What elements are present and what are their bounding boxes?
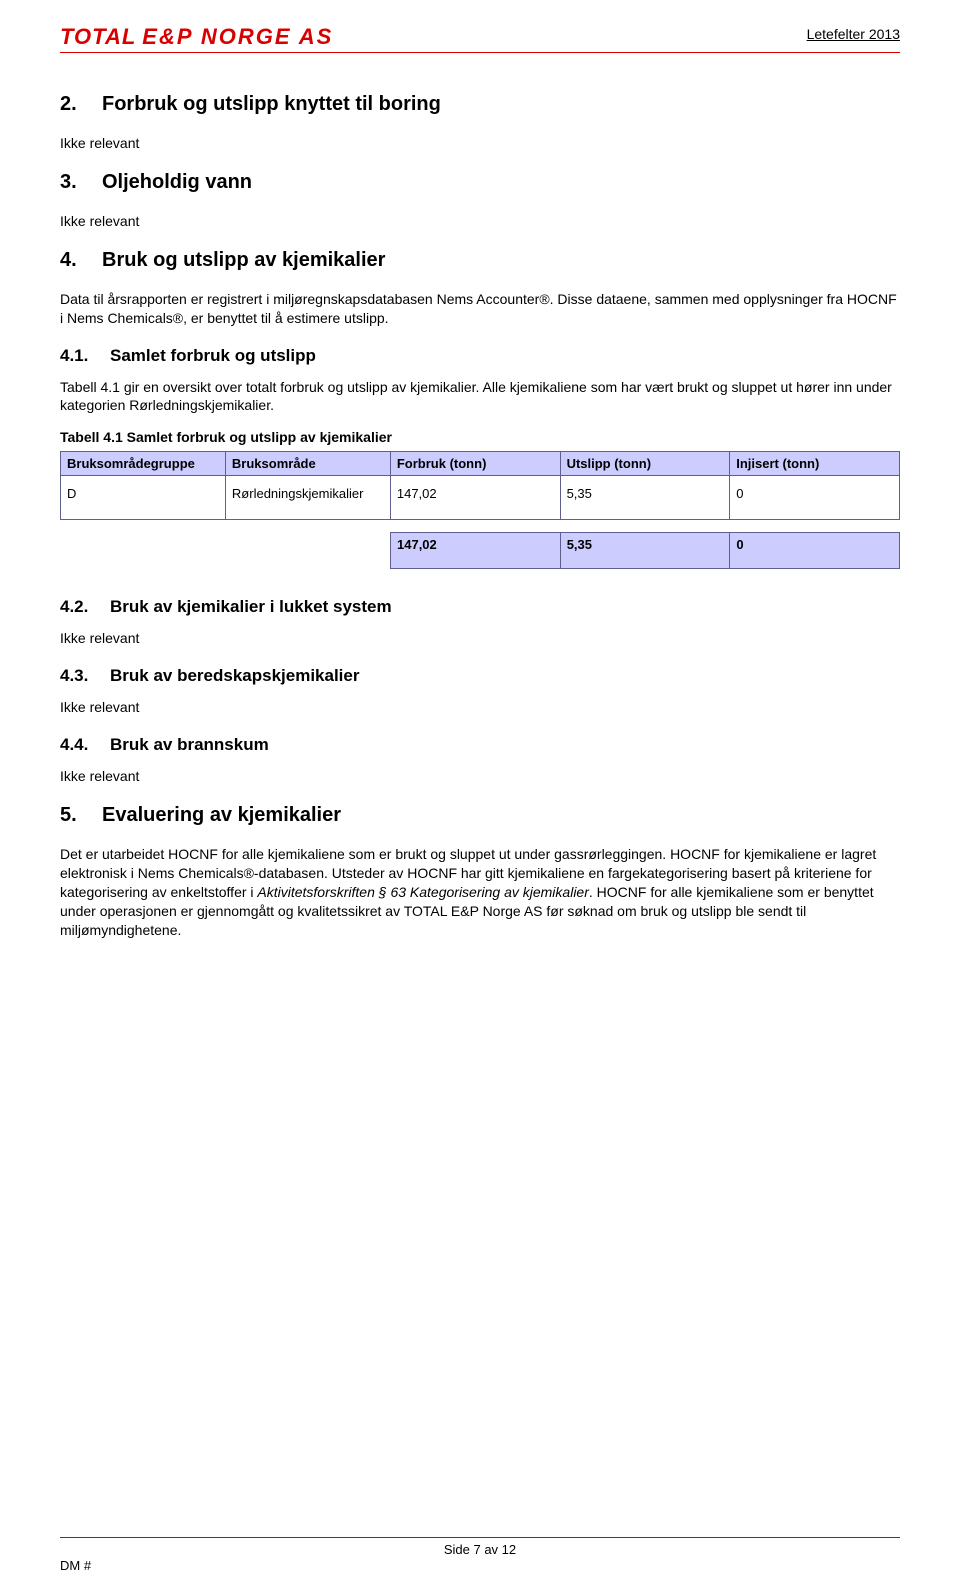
section-42-num: 4.2. xyxy=(60,597,110,617)
table-col-1: Bruksområdegruppe xyxy=(61,452,226,476)
table-col-4: Utslipp (tonn) xyxy=(560,452,730,476)
section-2-title: Forbruk og utslipp knyttet til boring xyxy=(102,93,441,115)
section-41-p1: Tabell 4.1 gir en oversikt over totalt f… xyxy=(60,378,900,416)
page-header: TOTAL E&P NORGE AS Letefelter 2013 xyxy=(60,24,900,53)
section-41-num: 4.1. xyxy=(60,346,110,366)
table-col-2: Bruksområde xyxy=(225,452,390,476)
section-44-heading: 4.4.Bruk av brannskum xyxy=(60,735,900,755)
section-42-title: Bruk av kjemikalier i lukket system xyxy=(110,597,392,616)
section-4-intro: Data til årsrapporten er registrert i mi… xyxy=(60,290,900,328)
section-44-note: Ikke relevant xyxy=(60,767,900,786)
cell-c5: 0 xyxy=(730,476,900,520)
section-43-note: Ikke relevant xyxy=(60,698,900,717)
section-2-num: 2. xyxy=(60,93,102,116)
section-4-num: 4. xyxy=(60,249,102,272)
section-44-title: Bruk av brannskum xyxy=(110,735,269,754)
section-43-heading: 4.3.Bruk av beredskapskjemikalier xyxy=(60,666,900,686)
table-col-5: Injisert (tonn) xyxy=(730,452,900,476)
company-logo: TOTAL E&P NORGE AS xyxy=(60,24,333,50)
section-5-p1: Det er utarbeidet HOCNF for alle kjemika… xyxy=(60,845,900,939)
section-41-heading: 4.1.Samlet forbruk og utslipp xyxy=(60,346,900,366)
section-5-heading: 5.Evaluering av kjemikalier xyxy=(60,804,900,827)
section-42-note: Ikke relevant xyxy=(60,629,900,648)
section-2-heading: 2.Forbruk og utslipp knyttet til boring xyxy=(60,93,900,116)
table-41: Bruksområdegruppe Bruksområde Forbruk (t… xyxy=(60,451,900,520)
section-5-title: Evaluering av kjemikalier xyxy=(102,804,341,826)
table-total-row: 147,02 5,35 0 xyxy=(391,533,900,569)
section-43-title: Bruk av beredskapskjemikalier xyxy=(110,666,359,685)
cell-c2: Rørledningskjemikalier xyxy=(225,476,390,520)
cell-c4: 5,35 xyxy=(560,476,730,520)
section-5-p1-italic: Aktivitetsforskriften § 63 Kategoriserin… xyxy=(257,884,588,900)
header-right-label: Letefelter 2013 xyxy=(807,24,900,42)
footer-page-number: Side 7 av 12 xyxy=(444,1542,516,1557)
logo-main: TOTAL xyxy=(60,24,136,50)
table-header-row: Bruksområdegruppe Bruksområde Forbruk (t… xyxy=(61,452,900,476)
section-43-num: 4.3. xyxy=(60,666,110,686)
total-c3: 147,02 xyxy=(391,533,561,569)
table-41-totals: 147,02 5,35 0 xyxy=(390,532,900,569)
section-4-heading: 4.Bruk og utslipp av kjemikalier xyxy=(60,249,900,272)
section-3-note: Ikke relevant xyxy=(60,212,900,231)
cell-c3: 147,02 xyxy=(390,476,560,520)
total-c5: 0 xyxy=(730,533,900,569)
total-c4: 5,35 xyxy=(560,533,730,569)
section-5-num: 5. xyxy=(60,804,102,827)
table-row: D Rørledningskjemikalier 147,02 5,35 0 xyxy=(61,476,900,520)
footer-dm: DM # xyxy=(60,1558,91,1573)
section-3-title: Oljeholdig vann xyxy=(102,171,252,193)
section-3-heading: 3.Oljeholdig vann xyxy=(60,171,900,194)
logo-sub: E&P NORGE AS xyxy=(142,24,333,50)
page-footer: Side 7 av 12 DM # xyxy=(60,1537,900,1557)
section-44-num: 4.4. xyxy=(60,735,110,755)
section-42-heading: 4.2.Bruk av kjemikalier i lukket system xyxy=(60,597,900,617)
section-41-title: Samlet forbruk og utslipp xyxy=(110,346,316,365)
table-col-3: Forbruk (tonn) xyxy=(390,452,560,476)
section-4-title: Bruk og utslipp av kjemikalier xyxy=(102,249,385,271)
cell-c1: D xyxy=(61,476,226,520)
section-2-note: Ikke relevant xyxy=(60,134,900,153)
table-41-title: Tabell 4.1 Samlet forbruk og utslipp av … xyxy=(60,429,900,445)
section-3-num: 3. xyxy=(60,171,102,194)
